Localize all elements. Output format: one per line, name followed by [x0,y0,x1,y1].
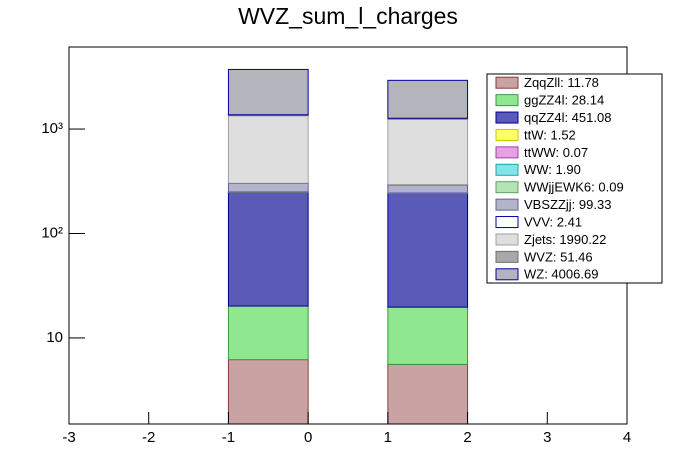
legend-swatch [495,76,519,89]
legend-label: WZ: 4006.69 [524,267,598,282]
histogram-segment [227,182,309,193]
legend-swatch [495,163,519,176]
histogram-segment [227,305,309,361]
legend-label: WVZ: 51.46 [524,249,593,264]
histogram-segment [227,68,309,116]
histogram-segment [227,115,309,184]
histogram-segment [387,79,469,119]
chart-title: WVZ_sum_l_charges [238,3,458,29]
legend-label: WW: 1.90 [524,162,581,177]
histogram-segment [387,363,469,425]
y-tick-label: 10³ [41,120,63,137]
histogram-segment [387,192,469,308]
legend-swatch [495,216,519,229]
x-tick-label: 4 [623,429,631,446]
legend-box [486,73,663,284]
x-tick-label: 0 [304,429,312,446]
legend-label: Zjets: 1990.22 [524,232,606,247]
histogram-segment [387,306,469,365]
histogram-segment [387,184,469,194]
legend-swatch [495,111,519,124]
legend-swatch [495,181,519,194]
legend-swatch [495,94,519,107]
legend-label: ttW: 1.52 [524,127,576,142]
histogram-segment [227,191,309,307]
legend-label: VVV: 2.41 [524,214,582,229]
legend-label: ZqqZll: 11.78 [524,75,599,90]
legend-swatch [495,268,519,281]
legend-label: ttWW: 0.07 [524,145,588,160]
legend-swatch [495,128,519,141]
histogram-segment [227,359,309,425]
legend-swatch [495,198,519,211]
x-tick-label: 1 [384,429,392,446]
y-tick-label: 10² [41,224,63,241]
x-tick-label: -3 [62,429,75,446]
legend-swatch [495,250,519,263]
legend-swatch [495,146,519,159]
x-tick-label: 2 [463,429,471,446]
histogram-segment [387,118,469,186]
legend-label: ggZZ4l: 28.14 [524,93,604,108]
legend-label: WWjjEWK6: 0.09 [524,180,624,195]
x-tick-label: -1 [222,429,235,446]
legend-label: qqZZ4l: 451.08 [524,110,611,125]
x-tick-label: 3 [543,429,551,446]
legend-swatch [495,233,519,246]
legend-label: VBSZZjj: 99.33 [524,197,611,212]
x-tick-label: -2 [142,429,155,446]
y-tick-label: 10 [46,329,63,346]
